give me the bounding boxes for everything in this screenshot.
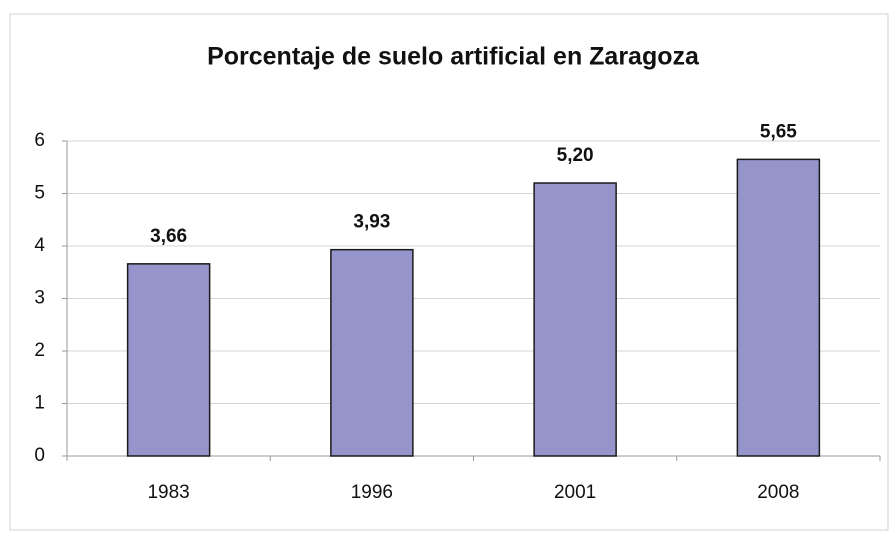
y-tick-label: 0	[34, 445, 45, 466]
chart-title: Porcentaje de suelo artificial en Zarago…	[207, 43, 700, 71]
data-label: 5,65	[760, 121, 797, 142]
y-tick-label: 3	[34, 288, 45, 309]
x-tick-label: 2008	[757, 482, 799, 503]
y-tick-label: 4	[34, 235, 45, 256]
y-tick-label: 5	[34, 183, 45, 204]
data-label: 5,20	[557, 145, 594, 166]
x-tick-label: 1983	[147, 482, 189, 503]
bar	[533, 182, 617, 457]
data-label: 3,93	[353, 212, 390, 233]
bar	[736, 158, 821, 457]
x-tick-label: 1996	[351, 482, 393, 503]
y-tick-label: 6	[34, 130, 45, 151]
bar	[330, 248, 414, 457]
x-tick-label: 2001	[554, 482, 596, 503]
bar	[126, 263, 211, 457]
y-tick-label: 1	[34, 393, 45, 414]
y-tick-label: 2	[34, 340, 45, 361]
data-label: 3,66	[150, 226, 187, 247]
